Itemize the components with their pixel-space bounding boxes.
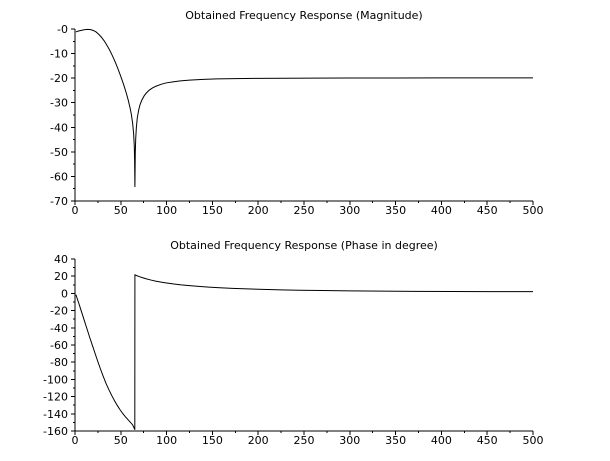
phase-plot: Obtained Frequency Response (Phase in de… — [43, 239, 543, 447]
x-tick-label: 300 — [339, 204, 360, 217]
y-tick-label: -40 — [50, 322, 68, 335]
x-tick-label: 250 — [294, 204, 315, 217]
x-tick-label: 350 — [385, 434, 406, 447]
x-tick-label: 450 — [477, 434, 498, 447]
magnitude-axes: -0 -10 -20 -30 -40 -50 -60 -70 0 50 100 150 200 250 30… — [50, 23, 543, 217]
x-tick-label: 0 — [72, 434, 79, 447]
x-tick-label: 300 — [339, 434, 360, 447]
x-tick-label: 200 — [248, 204, 269, 217]
y-tick-label: -20 — [50, 72, 68, 85]
magnitude-plot: Obtained Frequency Response (Magnitude) … — [50, 9, 543, 217]
x-tick-label: 200 — [248, 434, 269, 447]
x-tick-label: 350 — [385, 204, 406, 217]
x-tick-label: 100 — [156, 204, 177, 217]
magnitude-plot-title: Obtained Frequency Response (Magnitude) — [185, 9, 422, 22]
y-tick-label: 0 — [61, 287, 68, 300]
y-tick-label: -0 — [57, 23, 68, 36]
x-tick-label: 50 — [114, 204, 128, 217]
x-tick-label: 250 — [294, 434, 315, 447]
y-tick-label: -80 — [50, 356, 68, 369]
y-tick-label: -20 — [50, 305, 68, 318]
y-tick-label: -60 — [50, 339, 68, 352]
y-tick-label: -70 — [50, 195, 68, 208]
magnitude_dB-curve — [75, 28, 533, 187]
y-tick-label: -30 — [50, 97, 68, 110]
x-tick-label: 0 — [72, 204, 79, 217]
x-tick-label: 50 — [114, 434, 128, 447]
magnitude-curve-group — [75, 28, 533, 187]
y-tick-label: -100 — [43, 373, 68, 386]
phase-curve-group — [75, 274, 534, 430]
y-tick-label: -40 — [50, 121, 68, 134]
y-tick-label: -120 — [43, 391, 68, 404]
y-tick-label: -140 — [43, 408, 68, 421]
y-tick-label: -10 — [50, 48, 68, 61]
x-tick-label: 400 — [431, 204, 452, 217]
y-tick-label: -60 — [50, 170, 68, 183]
y-tick-label: 20 — [54, 270, 68, 283]
x-tick-label: 500 — [523, 204, 544, 217]
y-tick-label: -50 — [50, 146, 68, 159]
x-tick-label: 100 — [156, 434, 177, 447]
phase-plot-title: Obtained Frequency Response (Phase in de… — [170, 239, 438, 252]
phase_degrees-curve — [75, 274, 534, 430]
x-tick-label: 500 — [523, 434, 544, 447]
x-tick-label: 150 — [202, 204, 223, 217]
x-tick-label: 450 — [477, 204, 498, 217]
y-tick-label: -160 — [43, 425, 68, 438]
x-tick-label: 400 — [431, 434, 452, 447]
y-tick-label: 40 — [54, 253, 68, 266]
x-tick-label: 150 — [202, 434, 223, 447]
